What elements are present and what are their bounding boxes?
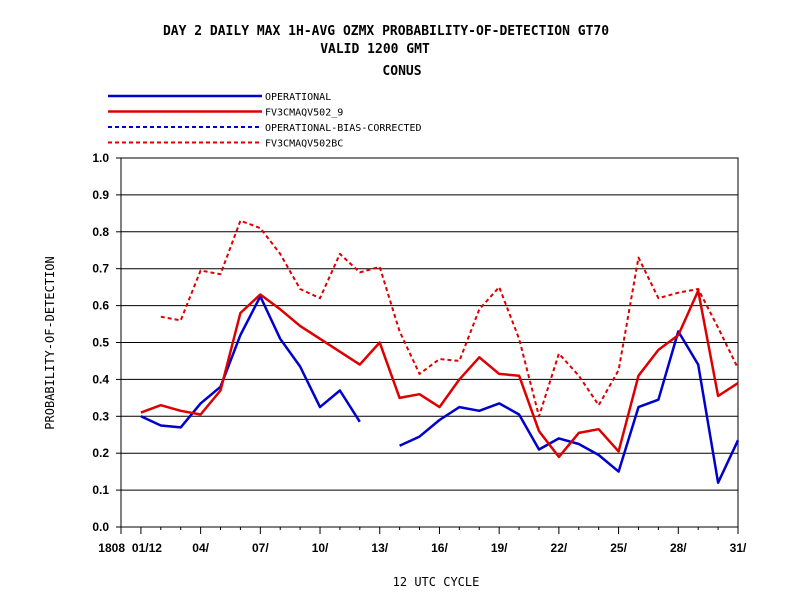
y-tick-label: 0.7 [92,262,109,276]
y-axis-label: PROBABILITY-OF-DETECTION [43,256,57,429]
legend-label: FV3CMAQV502_9 [265,108,343,119]
x-tick-label: 19/ [491,541,508,555]
legend-label: OPERATIONAL [265,92,331,103]
y-tick-label: 0.3 [92,409,109,423]
grid-lines [121,157,738,491]
series-line-0 [140,295,361,429]
x-tick-label: 1808 [98,541,125,555]
y-tick-label: 0.9 [92,188,109,202]
series-line-0 [399,330,740,484]
x-tick-label: 22/ [551,541,568,555]
y-tick-label: 0.8 [92,225,109,239]
x-tick-label: 25/ [610,541,627,555]
series-line-1 [140,289,739,459]
y-tick-label: 0.4 [92,372,109,386]
x-tick-label: 07/ [252,541,269,555]
legend-label: FV3CMAQV502BC [265,139,343,150]
title-line-3: CONUS [382,64,421,79]
y-tick-label: 0.1 [92,483,109,497]
axes: 0.0 0.1 0.2 0.3 0.4 0.5 0.6 0.7 0.8 0.9 1.0 1808 01/… [92,151,747,555]
x-tick-label: 31/ [730,541,747,555]
x-tick-label: 01/12 [132,541,162,555]
y-tick-label: 1.0 [92,151,109,165]
title-line-1: DAY 2 DAILY MAX 1H-AVG OZMX PROBABILITY-… [163,24,609,39]
y-tick-label: 0.2 [92,446,109,460]
title-line-2: VALID 1200 GMT [320,42,430,57]
chart-title: DAY 2 DAILY MAX 1H-AVG OZMX PROBABILITY-… [163,24,609,79]
legend: OPERATIONAL FV3CMAQV502_9 OPERATIONAL-BIAS… [108,92,422,150]
x-tick-label: 04/ [192,541,209,555]
x-tick-label: 10/ [312,541,329,555]
series-line-3 [160,219,739,418]
x-axis-label: 12 UTC CYCLE [393,575,480,589]
x-tick-label: 16/ [431,541,448,555]
x-tick-label: 28/ [670,541,687,555]
series-lines [140,219,740,484]
legend-label: OPERATIONAL-BIAS-CORRECTED [265,123,422,134]
y-tick-label: 0.0 [92,520,109,534]
plot-frame [120,157,739,528]
y-tick-label: 0.6 [92,299,109,313]
y-tick-label: 0.5 [92,336,109,350]
x-tick-label: 13/ [371,541,388,555]
